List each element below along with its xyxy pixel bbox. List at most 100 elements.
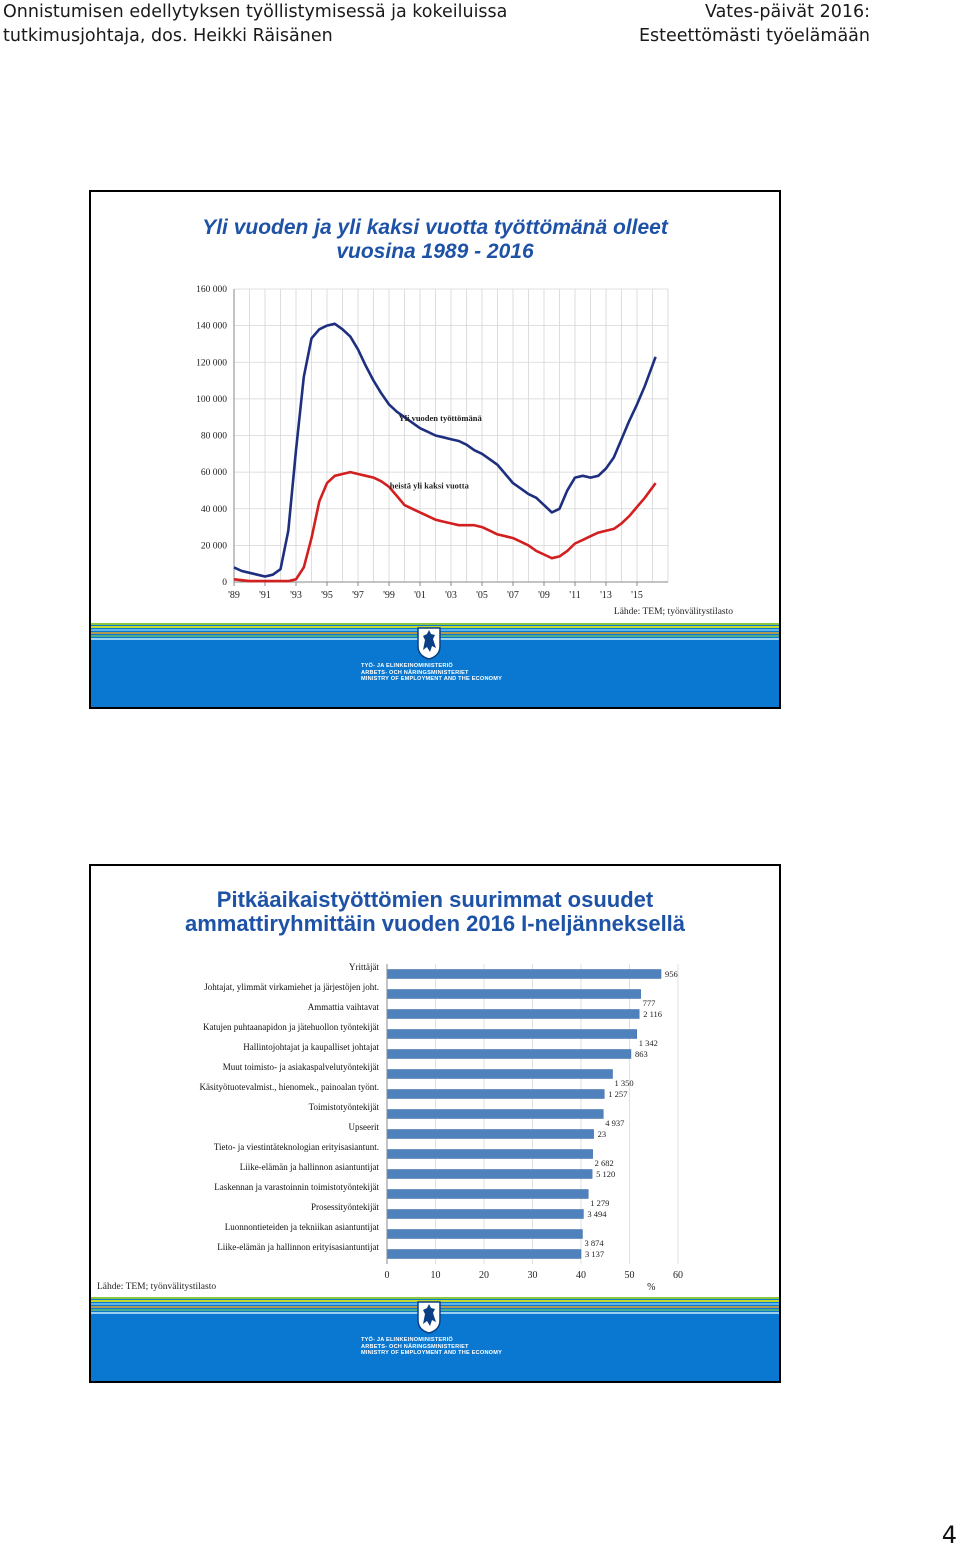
category-label: Liike-elämän ja hallinnon asiantuntijat (240, 1162, 380, 1172)
category-label: Käsityötuotevalmist., hienomek., painoal… (200, 1082, 379, 1092)
category-label: Liike-elämän ja hallinnon erityisasiantu… (217, 1242, 379, 1252)
bar (386, 1209, 584, 1219)
y-tick-label: 100 000 (196, 395, 227, 405)
slide-title: Pitkäaikaistyöttömien suurimmat osuudet … (91, 888, 779, 936)
data-label: 4 937 (605, 1118, 624, 1128)
bar-chart: Yrittäjät 956 Johtajat, ylimmät virkamiehe… (200, 962, 683, 1293)
ministry-name-en: MINISTRY OF EMPLOYMENT AND THE ECONOMY (361, 1350, 503, 1357)
series-line-over-1-year (233, 322, 657, 578)
data-label: 777 (643, 998, 656, 1008)
lion-crest-icon (417, 1301, 441, 1334)
category-label: Upseerit (349, 1122, 380, 1132)
bar (386, 1129, 594, 1139)
series-annotation: Yli vuoden työttömänä (399, 413, 483, 423)
x-tick-label: '13 (600, 590, 612, 601)
slide-long-term-unemployed-trend: Yli vuoden ja yli kaksi vuotta työttömän… (89, 190, 781, 709)
data-label: 863 (635, 1049, 648, 1059)
x-tick-label: '91 (259, 590, 271, 601)
bar (386, 1029, 638, 1039)
bar (386, 1149, 593, 1159)
category-label: Prosessityöntekijät (311, 1202, 379, 1212)
y-tick-label: 160 000 (196, 285, 227, 295)
data-label: 956 (665, 969, 678, 979)
slide-title-line1: Yli vuoden ja yli kaksi vuotta työttömän… (202, 216, 668, 239)
bar (386, 969, 662, 979)
header-right: Vates-päivät 2016: Esteettömästi työeläm… (639, 0, 870, 48)
x-tick-label: '11 (569, 590, 580, 601)
x-tick-label: '95 (321, 590, 333, 601)
series-annotation: heistä yli kaksi vuotta (390, 481, 470, 491)
x-tick-label: 40 (576, 1270, 586, 1281)
data-label: 2 116 (643, 1009, 662, 1019)
data-label: 23 (598, 1129, 607, 1139)
bar (386, 1229, 583, 1239)
bar (386, 1069, 613, 1079)
y-tick-label: 140 000 (196, 322, 227, 332)
ministry-footer: TYÖ- JA ELINKEINOMINISTERIÖ ARBETS- OCH … (91, 1297, 779, 1381)
slide-occupation-shares: Pitkäaikaistyöttömien suurimmat osuudet … (89, 864, 781, 1383)
ministry-name-fi: TYÖ- JA ELINKEINOMINISTERIÖ (361, 663, 453, 669)
x-tick-label: '97 (352, 590, 364, 601)
y-tick-label: 20 000 (201, 541, 227, 551)
y-tick-label: 60 000 (201, 468, 227, 478)
chart-source: Lähde: TEM; työnvälitystilasto (613, 607, 733, 617)
slide-title-line2: vuosina 1989 - 2016 (336, 240, 534, 263)
series-line-over-2-years (233, 470, 657, 583)
data-label: 1 342 (639, 1038, 658, 1048)
category-label: Luonnontieteiden ja tekniikan asiantunti… (225, 1222, 380, 1232)
header-event-theme: Esteettömästi työelämään (638, 26, 870, 46)
header-author: tutkimusjohtaja, dos. Heikki Räisänen (3, 26, 333, 46)
x-tick-label: '89 (228, 590, 240, 601)
bar (386, 1089, 605, 1099)
bar (386, 1249, 582, 1259)
ministry-name-sv: ARBETS- OCH NÄRINGSMINISTERIET (361, 669, 469, 676)
ministry-name: TYÖ- JA ELINKEINOMINISTERIÖ ARBETS- OCH … (361, 1337, 502, 1357)
bar (386, 989, 641, 999)
bar (386, 1109, 604, 1119)
data-label: 3 874 (584, 1238, 604, 1248)
y-tick-label: 40 000 (201, 505, 227, 515)
x-tick-label: '93 (290, 590, 302, 601)
data-label: 1 257 (608, 1089, 627, 1099)
x-tick-label: 50 (625, 1270, 635, 1281)
category-label: Katujen puhtaanapidon ja jätehuollon työ… (203, 1022, 379, 1032)
x-tick-label: '05 (476, 590, 488, 601)
bar (386, 1189, 589, 1199)
y-tick-label: 80 000 (201, 432, 227, 442)
category-label: Yrittäjät (349, 962, 379, 972)
page-header: Onnistumisen edellytyksen työllistymises… (0, 0, 960, 48)
lion-crest-icon (417, 627, 441, 660)
category-label: Muut toimisto- ja asiakaspalvelutyönteki… (223, 1062, 380, 1072)
x-tick-label: '07 (507, 590, 519, 601)
category-label: Johtajat, ylimmät virkamiehet ja järjest… (204, 982, 379, 992)
category-label: Tieto- ja viestintäteknologian erityisas… (214, 1142, 379, 1152)
ministry-name-en: MINISTRY OF EMPLOYMENT AND THE ECONOMY (361, 676, 503, 683)
category-label: Toimistotyöntekijät (309, 1102, 380, 1112)
x-tick-label: '15 (631, 590, 643, 601)
chart-source: Lähde: TEM; työnvälitystilasto (97, 1282, 217, 1292)
bar (386, 1009, 640, 1019)
slide-title-line1: Pitkäaikaistyöttömien suurimmat osuudet (216, 887, 654, 912)
ministry-name-fi: TYÖ- JA ELINKEINOMINISTERIÖ (361, 1337, 453, 1343)
x-tick-label: 10 (431, 1270, 441, 1281)
category-label: Laskennan ja varastoinnin toimistotyönte… (214, 1182, 379, 1192)
data-label: 1 279 (590, 1198, 609, 1208)
x-tick-label: '99 (383, 590, 395, 601)
x-tick-label: 20 (479, 1270, 489, 1281)
y-tick-label: 0 (222, 578, 227, 588)
data-label: 2 682 (595, 1158, 614, 1168)
x-axis-label: % (647, 1282, 655, 1293)
data-label: 3 494 (587, 1209, 607, 1219)
ministry-name-sv: ARBETS- OCH NÄRINGSMINISTERIET (361, 1343, 469, 1350)
header-presentation-title: Onnistumisen edellytyksen työllistymises… (3, 2, 508, 22)
data-label: 1 350 (615, 1078, 634, 1088)
bar (386, 1049, 632, 1059)
ministry-name: TYÖ- JA ELINKEINOMINISTERIÖ ARBETS- OCH … (361, 663, 502, 683)
x-tick-label: '01 (414, 590, 426, 601)
data-label: 5 120 (596, 1169, 615, 1179)
x-tick-label: 30 (528, 1270, 538, 1281)
page-number: 4 (941, 1521, 957, 1549)
x-tick-label: '03 (445, 590, 457, 601)
data-label: 3 137 (585, 1249, 604, 1259)
slide-title-line2: ammattiryhmittäin vuoden 2016 I-neljänne… (184, 911, 686, 936)
